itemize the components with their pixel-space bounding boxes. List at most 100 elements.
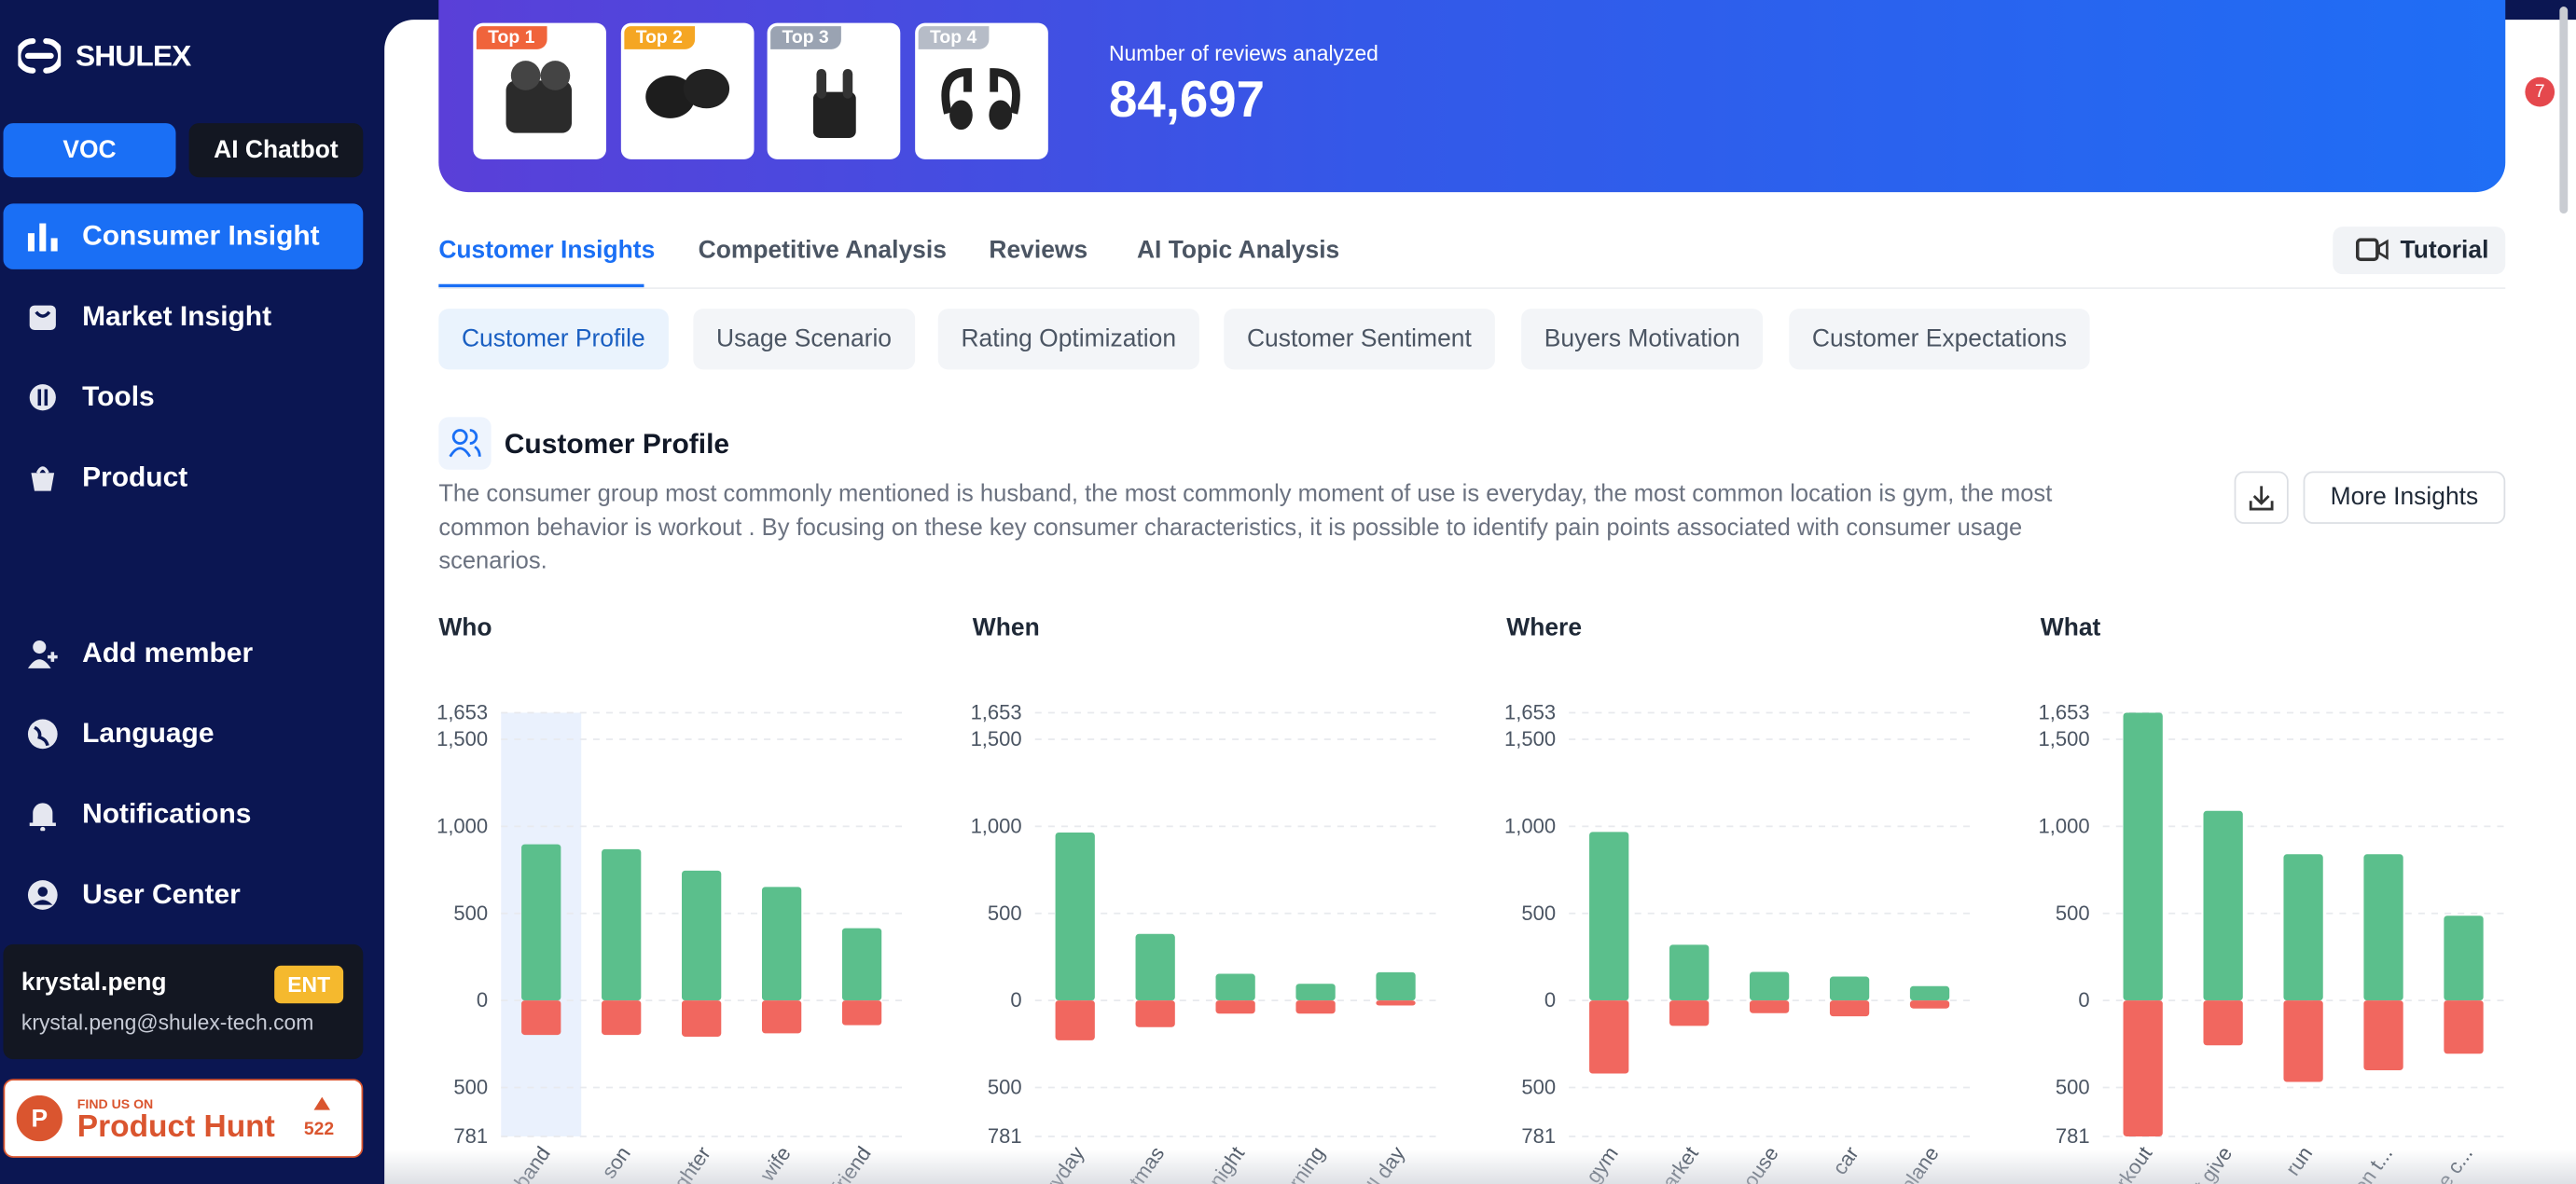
bar — [521, 844, 561, 1001]
subtab[interactable]: Customer Sentiment — [1224, 309, 1495, 370]
bar — [602, 848, 642, 1001]
nav-item[interactable]: Language — [4, 701, 364, 766]
product-card[interactable]: Top 1 — [473, 22, 606, 159]
icon — [27, 223, 58, 252]
tab[interactable]: Reviews — [989, 236, 1088, 265]
bottom-fade — [384, 1150, 2576, 1184]
nav-label: Language — [82, 717, 215, 750]
tutorial-button[interactable] — [2333, 227, 2506, 275]
y-tick-label: 781 — [2056, 1124, 2090, 1148]
mode-button[interactable]: VOC — [3, 123, 176, 178]
section-icon-bg — [438, 417, 492, 470]
subtab[interactable]: Buyers Motivation — [1521, 309, 1764, 370]
svg-text:P: P — [31, 1104, 48, 1132]
section-description: The consumer group most commonly mention… — [438, 481, 2053, 575]
more-insights-button[interactable]: More Insights — [2303, 471, 2506, 524]
bar — [1135, 1000, 1175, 1027]
nav-label: Consumer Insight — [82, 220, 320, 252]
nav-item[interactable]: Consumer Insight — [3, 203, 364, 269]
tab[interactable]: Customer Insights — [438, 236, 656, 265]
download-icon — [2249, 486, 2274, 511]
bar — [1749, 971, 1790, 1001]
icon — [31, 466, 55, 491]
y-tick-label: 1,000 — [1504, 814, 1556, 837]
nav-item[interactable]: Tools — [4, 365, 364, 430]
chart-title: When — [972, 613, 1040, 642]
y-tick-label: 1,500 — [436, 727, 488, 750]
y-tick-label: 781 — [453, 1124, 488, 1148]
ph-arrow — [313, 1096, 331, 1110]
chart-title: What — [2040, 613, 2101, 642]
bar — [1829, 976, 1870, 1001]
rank-tag: Top 1 — [476, 26, 547, 49]
nav-item[interactable]: Notifications — [4, 781, 364, 847]
nav-item[interactable]: Market Insight — [4, 284, 364, 350]
nav-item[interactable]: Product — [4, 445, 364, 510]
user-email: krystal.peng@shulex-tech.com — [21, 1010, 314, 1035]
nav-label: Market Insight — [82, 300, 272, 332]
y-tick-label: 500 — [988, 1076, 1022, 1099]
nav-item[interactable]: Add member — [4, 621, 364, 686]
subtab[interactable]: Usage Scenario — [693, 309, 915, 370]
bar — [1589, 1000, 1629, 1074]
mode-button[interactable]: AI Chatbot — [188, 123, 364, 178]
bar — [602, 1000, 642, 1036]
download-button[interactable] — [2234, 471, 2289, 524]
y-tick-label: 0 — [477, 988, 488, 1012]
rank-tag: Top 2 — [624, 26, 695, 49]
bar — [682, 1000, 722, 1037]
bar — [1669, 1000, 1710, 1026]
product-card[interactable]: Top 3 — [767, 22, 901, 159]
product-image — [812, 68, 856, 138]
product-card[interactable]: Top 2 — [620, 22, 755, 159]
subtab[interactable]: Customer Expectations — [1789, 309, 2090, 370]
reviews-count: 84,697 — [1108, 70, 1266, 129]
ph-name: Product Hunt — [76, 1109, 275, 1145]
product-card[interactable]: Top 4 — [915, 22, 1048, 159]
product-hunt[interactable] — [3, 1079, 364, 1158]
y-tick-label: 1,500 — [1504, 727, 1556, 750]
users-icon — [449, 429, 481, 458]
y-tick-label: 500 — [1521, 1076, 1556, 1099]
bar — [1589, 832, 1629, 1001]
notification-badge: 7 — [2525, 76, 2555, 107]
bar — [1215, 1000, 1255, 1014]
icon — [27, 640, 58, 668]
nav-item[interactable]: User Center — [4, 862, 364, 928]
y-tick-label: 781 — [1521, 1124, 1556, 1148]
product-image — [506, 61, 572, 133]
bar — [1749, 1000, 1790, 1013]
logo: SHULEX — [76, 39, 191, 73]
section-title: Customer Profile — [504, 428, 730, 461]
tab[interactable]: Competitive Analysis — [698, 236, 947, 265]
ph-caption: FIND US ON — [76, 1096, 154, 1112]
bar — [1909, 1000, 1950, 1009]
bar — [2203, 810, 2243, 1001]
tab[interactable]: AI Topic Analysis — [1136, 236, 1340, 265]
tab-underline — [438, 283, 644, 288]
tab-divider — [438, 287, 2506, 290]
icon — [27, 719, 58, 750]
y-tick-label: 0 — [1544, 988, 1556, 1012]
y-tick-label: 500 — [988, 902, 1022, 925]
bar — [682, 870, 722, 1001]
video-icon — [2355, 238, 2389, 262]
bar — [761, 1000, 802, 1034]
y-tick-label: 500 — [453, 902, 488, 925]
tutorial-label: Tutorial — [2400, 236, 2489, 265]
subtab[interactable]: Customer Profile — [438, 309, 669, 370]
y-tick-label: 1,000 — [436, 814, 488, 837]
y-tick-label: 500 — [2056, 902, 2090, 925]
reviews-label: Number of reviews analyzed — [1108, 41, 1378, 66]
chart-title: Who — [438, 613, 492, 642]
y-tick-label: 500 — [453, 1076, 488, 1099]
bar — [841, 928, 882, 1001]
bar — [1376, 1000, 1416, 1006]
subtab[interactable]: Rating Optimization — [937, 309, 1199, 370]
bar — [2444, 1000, 2484, 1054]
chart-title: Where — [1506, 613, 1583, 642]
y-tick-label: 1,000 — [2039, 814, 2090, 837]
bar — [2363, 1000, 2403, 1070]
product-image — [645, 68, 730, 118]
